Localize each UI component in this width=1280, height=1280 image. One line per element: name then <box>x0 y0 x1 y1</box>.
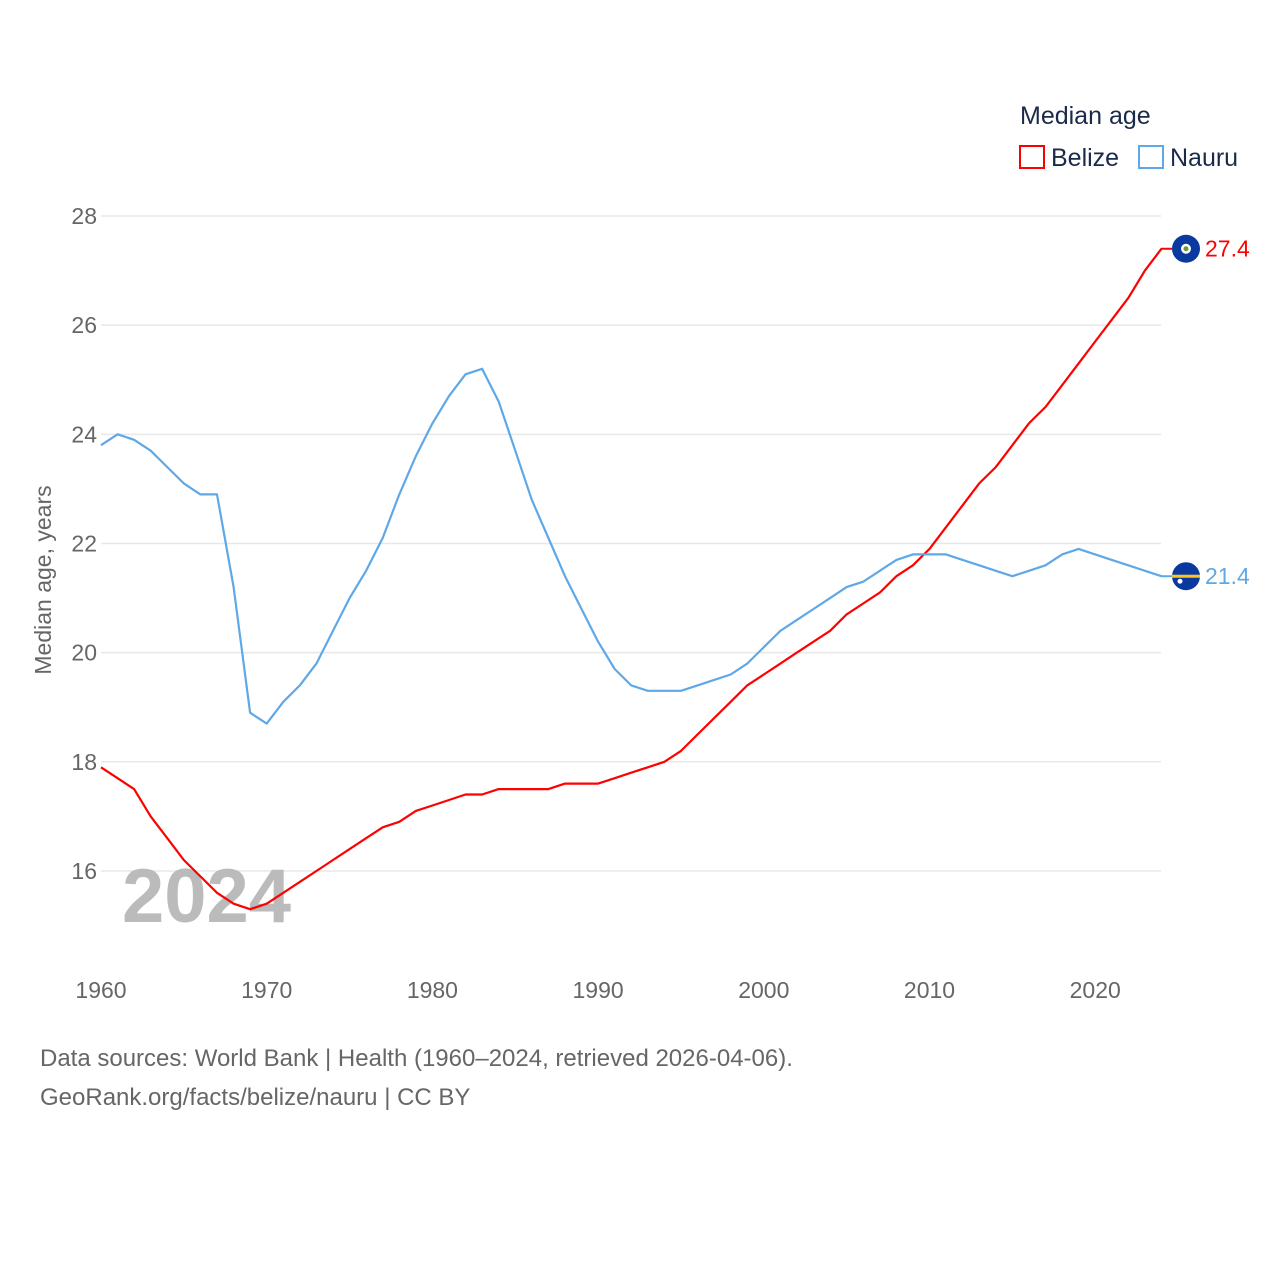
legend-label-belize: Belize <box>1051 144 1119 172</box>
x-tick-label: 2000 <box>738 977 789 1003</box>
x-tick-label: 2010 <box>904 977 955 1003</box>
flag-emblem-center <box>1183 246 1189 252</box>
y-tick-label: 28 <box>71 203 97 229</box>
license-link[interactable]: GeoRank.org/facts/belize/nauru | CC BY <box>40 1084 471 1111</box>
y-axis-label: Median age, years <box>30 485 56 674</box>
source-text: Data sources: World Bank | Health (1960–… <box>40 1045 793 1072</box>
y-tick-label: 20 <box>71 640 97 666</box>
y-tick-label: 18 <box>71 749 97 775</box>
flag-stripe <box>1172 574 1200 578</box>
y-tick-label: 22 <box>71 530 97 556</box>
series-line-nauru <box>100 367 1162 725</box>
flag-star <box>1177 578 1183 584</box>
year-watermark: 2024 <box>122 854 291 939</box>
y-tick-label: 26 <box>71 312 97 338</box>
y-tick-label: 24 <box>71 421 97 447</box>
end-value-label-nauru: 21.4 <box>1205 563 1250 589</box>
x-tick-label: 2020 <box>1070 977 1121 1003</box>
legend-title: Median age <box>1020 102 1151 130</box>
legend-swatch-belize <box>1019 145 1045 169</box>
legend-swatch-nauru <box>1138 145 1164 169</box>
x-tick-label: 1960 <box>75 977 126 1003</box>
legend-label-nauru: Nauru <box>1170 144 1238 172</box>
x-tick-label: 1970 <box>241 977 292 1003</box>
series-line-belize <box>100 248 1163 911</box>
end-value-label-belize: 27.4 <box>1205 236 1250 262</box>
x-tick-label: 1990 <box>573 977 624 1003</box>
y-tick-label: 16 <box>71 858 97 884</box>
x-tick-label: 1980 <box>407 977 458 1003</box>
